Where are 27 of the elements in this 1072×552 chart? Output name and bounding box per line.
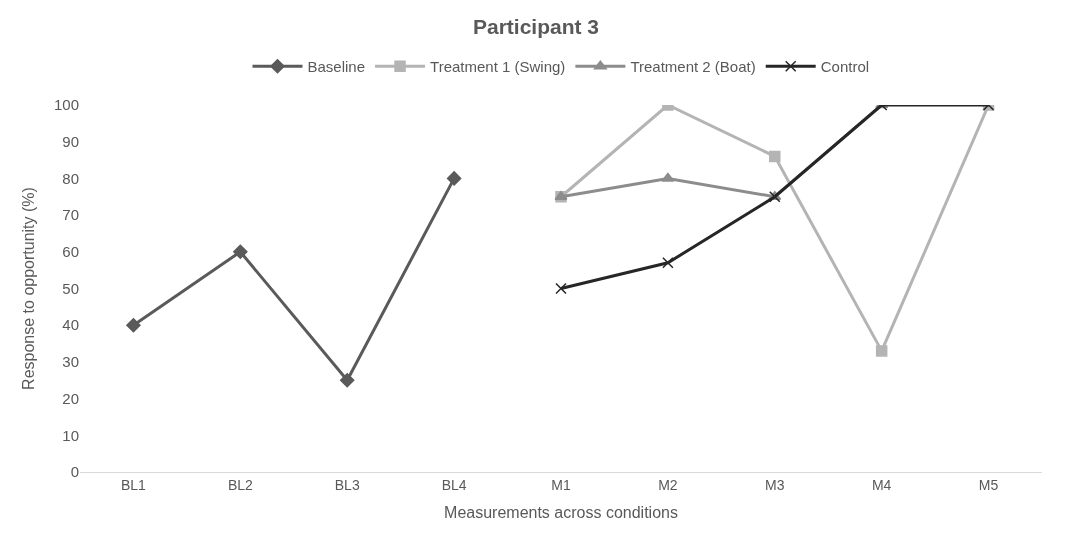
x-tick-label: BL1 <box>120 476 147 493</box>
y-tick-label: 80 <box>62 169 79 187</box>
legend-label: Treatment 1 (Swing) <box>430 58 566 76</box>
y-tick-label: 20 <box>62 389 79 407</box>
y-tick-label: 10 <box>62 426 79 444</box>
x-axis-title: Measurements across conditions <box>444 504 678 522</box>
legend-label: Baseline <box>307 58 366 76</box>
chart-title: Participant 3 <box>472 15 600 39</box>
legend-label: Control <box>820 58 870 76</box>
y-tick-label: 60 <box>62 243 79 261</box>
x-tick-label: M3 <box>765 476 785 493</box>
y-axis-title: Response to opportunity (%) <box>19 187 37 390</box>
x-tick-label: BL4 <box>441 476 467 493</box>
x-tick-label: BL3 <box>334 476 360 493</box>
x-tick-label: M1 <box>551 476 571 493</box>
y-tick-label: 40 <box>62 316 79 334</box>
x-tick-label: BL2 <box>227 476 253 493</box>
y-tick-label: 90 <box>62 132 79 150</box>
x-tick-label: M5 <box>978 476 999 493</box>
y-tick-label: 0 <box>70 463 79 481</box>
legend-label: Treatment 2 (Boat) <box>630 58 756 76</box>
y-tick-label: 100 <box>53 96 79 114</box>
y-tick-label: 30 <box>62 353 79 371</box>
y-tick-label: 50 <box>62 279 79 297</box>
y-tick-label: 70 <box>62 206 79 224</box>
x-tick-label: M2 <box>658 476 678 493</box>
x-tick-label: M4 <box>871 476 892 493</box>
